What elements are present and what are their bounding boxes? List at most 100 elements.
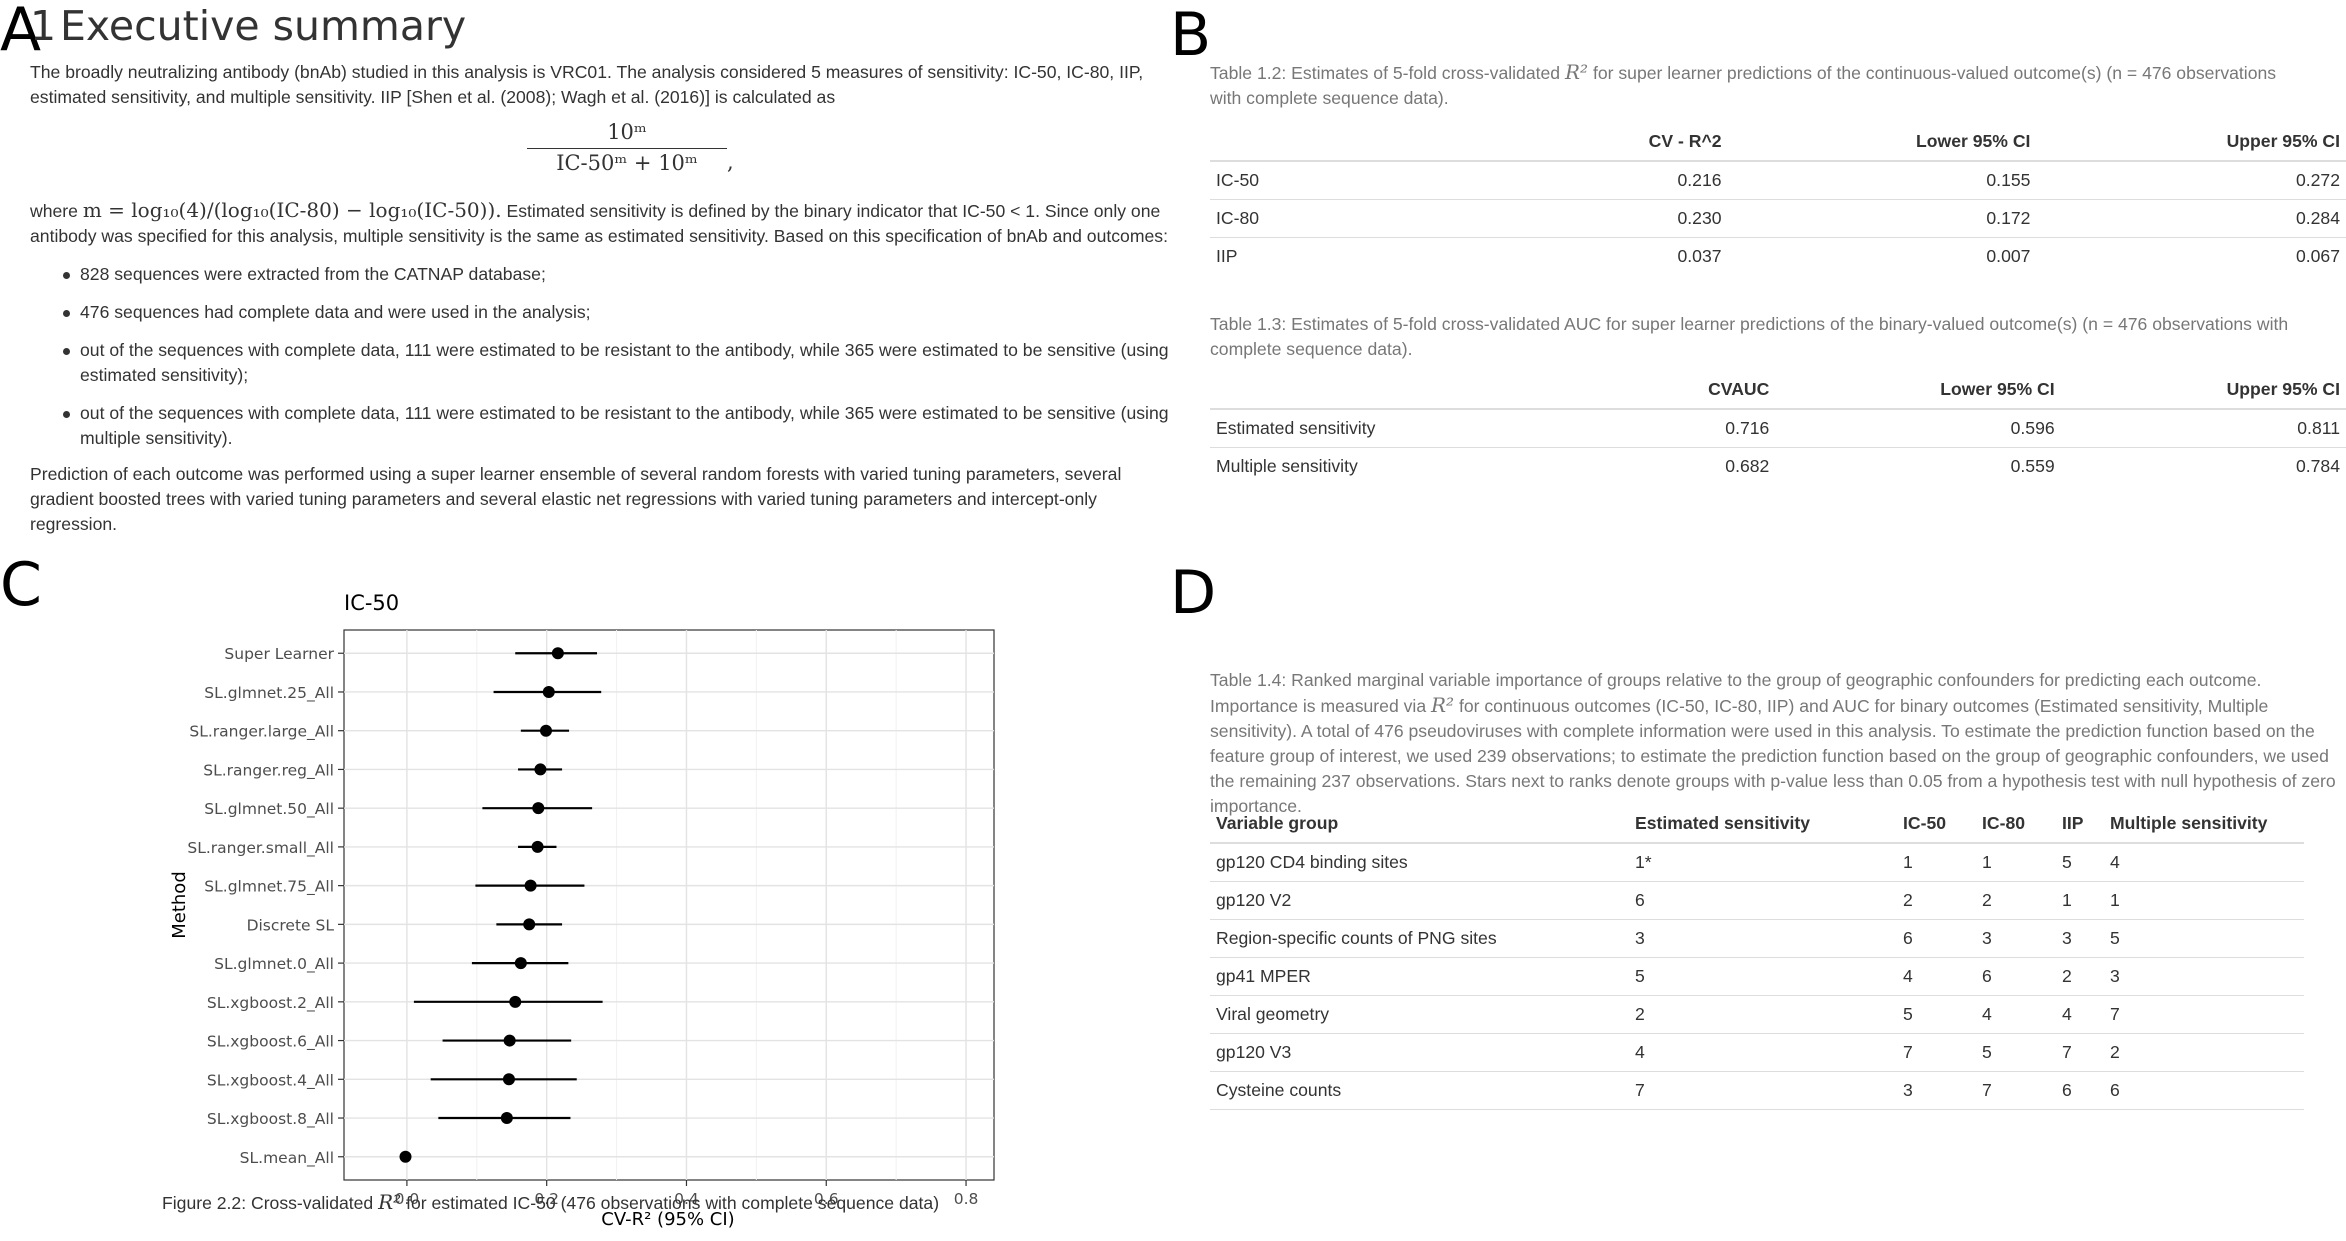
table-row: IIP 0.037 0.007 0.067	[1210, 238, 2346, 276]
table-row: gp120 V2 6 2 2 1 1	[1210, 881, 2304, 920]
chart-title: IC-50	[344, 591, 399, 615]
panel-letter-c: C	[0, 550, 42, 620]
column-header: Variable group	[1210, 804, 1629, 844]
table-cell: 0.067	[2295, 246, 2340, 266]
table-cell: 6	[1897, 919, 1976, 958]
point-estimate	[514, 957, 527, 970]
caption-text: for super learner predictions of the con…	[1210, 63, 2277, 108]
intro-paragraph: The broadly neutralizing antibody (bnAb)…	[30, 60, 1180, 110]
table-row: Viral geometry 2 5 4 4 7	[1210, 995, 2304, 1034]
table-cell: Viral geometry	[1210, 995, 1629, 1034]
column-header: Lower 95% CI	[1727, 122, 2037, 162]
y-tick-label: SL.glmnet.0_All	[214, 955, 334, 974]
column-header: Multiple sensitivity	[2104, 804, 2304, 844]
point-estimate	[500, 1112, 513, 1125]
summary-bullet-list: 828 sequences were extracted from the CA…	[30, 262, 1180, 464]
section-heading: 1Executive summary	[30, 2, 466, 50]
table-cell: 4	[2056, 995, 2104, 1034]
formula-numerator: 10ᵐ	[607, 120, 647, 144]
table-cell: 6	[2104, 1071, 2304, 1110]
table-1-4: Variable group Estimated sensitivity IC-…	[1210, 804, 2304, 1110]
table-cell: 5	[1976, 1033, 2056, 1072]
panel-letter-d: D	[1170, 558, 1217, 628]
caption-text: Table 1.4: Ranked marginal variable impo…	[1210, 670, 2262, 716]
point-estimate	[502, 1073, 515, 1086]
table-1-2: CV - R^2 Lower 95% CI Upper 95% CI IC-50…	[1210, 122, 2346, 275]
y-tick-label: SL.glmnet.50_All	[204, 800, 334, 819]
table-cell: Cysteine counts	[1210, 1071, 1629, 1110]
column-header: Upper 95% CI	[2060, 370, 2346, 410]
y-tick-label: SL.xgboost.6_All	[207, 1033, 334, 1052]
caption-text: Figure 2.2: Cross-validated	[162, 1193, 379, 1213]
point-estimate	[532, 802, 545, 815]
table-cell: 4	[1897, 957, 1976, 996]
column-header: IC-50	[1897, 804, 1976, 844]
table-cell: 3	[1629, 919, 1897, 958]
y-tick-label: Discrete SL	[247, 916, 335, 934]
table-cell: 2	[1629, 995, 1897, 1034]
table-cell: 1	[1976, 843, 2056, 882]
table-cell: 2	[2104, 1033, 2304, 1072]
point-estimate	[523, 918, 536, 931]
table-cell: 3	[1897, 1071, 1976, 1110]
point-estimate	[503, 1034, 516, 1047]
point-estimate	[551, 647, 564, 660]
grid-lines	[344, 630, 994, 1180]
bullet-item: out of the sequences with complete data,…	[30, 401, 1180, 451]
table-cell: 0.155	[1727, 161, 2037, 200]
table-cell: IIP	[1216, 246, 1238, 266]
y-tick-label: SL.glmnet.25_All	[204, 684, 334, 703]
column-header: Lower 95% CI	[1775, 370, 2061, 410]
table-row: Region-specific counts of PNG sites 3 6 3 3 5	[1210, 919, 2304, 958]
column-header: CV - R^2	[1420, 122, 1728, 162]
section-title: Executive summary	[60, 2, 467, 50]
table-cell: 7	[2056, 1033, 2104, 1072]
table-cell: 1	[2104, 881, 2304, 920]
iip-formula: 10ᵐ IC-50ᵐ + 10ᵐ	[527, 120, 727, 175]
table-cell: 7	[1629, 1071, 1897, 1110]
x-axis-label-text: CV-R² (95% CI)	[601, 1209, 734, 1230]
figure-2-2-caption: Figure 2.2: Cross-validated R² for estim…	[162, 1190, 939, 1214]
table-row: IC-50 0.216 0.155 0.272	[1210, 161, 2346, 200]
fraction-bar	[527, 148, 727, 149]
table-cell: 6	[1629, 881, 1897, 920]
table-cell: gp120 V3	[1210, 1033, 1629, 1072]
table-cell: Multiple sensitivity	[1216, 456, 1358, 476]
intro-line-1: The broadly neutralizing antibody (bnAb)…	[30, 62, 1144, 82]
table-cell: 0.272	[2036, 161, 2346, 200]
x-tick-labels: 0.0 0.2 0.4 0.6 0.8	[395, 1180, 979, 1208]
where-word: where	[30, 201, 78, 221]
ic50-forest-plot: IC-50 Super Learner SL.glmnet.25_All SL.ra…	[169, 591, 995, 1230]
table-row: Multiple sensitivity 0.682 0.559 0.784	[1210, 448, 2346, 486]
point-estimate	[509, 995, 522, 1008]
table-cell: 0.284	[2036, 199, 2346, 238]
column-header: Upper 95% CI	[2036, 122, 2346, 162]
table-row: IC-80 0.230 0.172 0.284	[1210, 199, 2346, 238]
table-body: gp120 CD4 binding sites 1* 1 1 5 4 gp120 V2 6 2 2…	[1210, 843, 2304, 1110]
x-tick-label: 0.6	[814, 1190, 839, 1208]
x-tick-label: 0.8	[954, 1190, 979, 1208]
bullet-item: 828 sequences were extracted from the CA…	[30, 262, 1180, 287]
x-axis-label: CV-R² (95% CI)	[601, 1209, 734, 1230]
y-tick-label: SL.xgboost.2_All	[207, 994, 334, 1013]
plot-panel	[343, 629, 995, 1181]
point-estimate	[531, 840, 544, 853]
y-tick-label: Super Learner	[224, 645, 334, 663]
y-tick-label: SL.ranger.reg_All	[203, 761, 334, 780]
r-squared-symbol: R²	[1564, 60, 1589, 84]
m-definition: m = log₁₀(4)/(log₁₀(IC-80) − log₁₀(IC-50…	[82, 198, 502, 222]
data-marks	[399, 647, 603, 1163]
table-cell: IC-50	[1210, 161, 1421, 200]
point-estimate	[399, 1150, 412, 1163]
table-row: Cysteine counts 7 3 7 6 6	[1210, 1071, 2304, 1110]
table-cell: 0.811	[2060, 409, 2346, 448]
table-cell: 5	[1629, 957, 1897, 996]
table-cell: 1*	[1629, 843, 1897, 882]
column-header	[1210, 122, 1421, 162]
table-cell: 2	[2056, 957, 2104, 996]
column-header: Estimated sensitivity	[1629, 804, 1897, 844]
column-header: IIP	[2056, 804, 2104, 844]
bullet-item: 476 sequences had complete data and were…	[30, 300, 1180, 325]
table-header-row: Variable group Estimated sensitivity IC-…	[1210, 804, 2304, 844]
table-cell: 4	[2104, 843, 2304, 882]
